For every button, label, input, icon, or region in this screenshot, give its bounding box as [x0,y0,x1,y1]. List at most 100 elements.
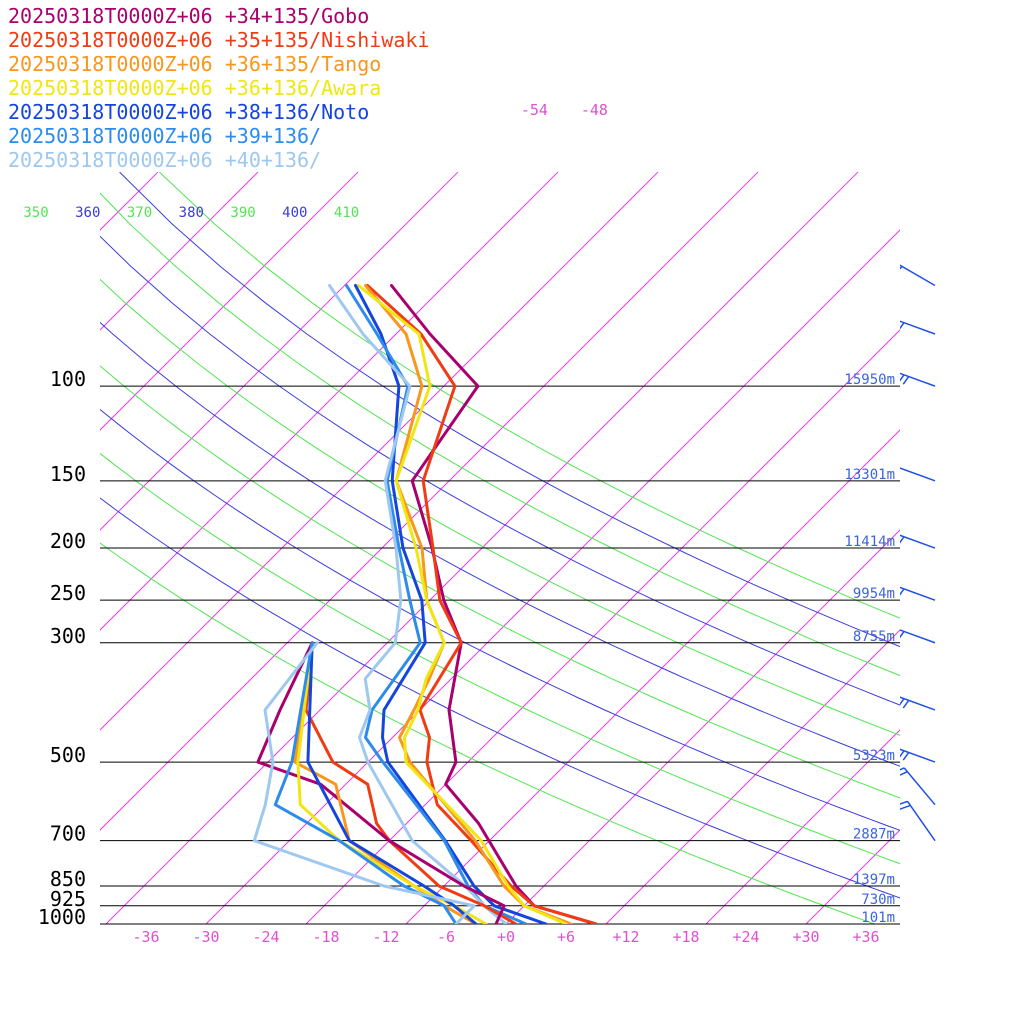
height-label: 1397m [853,872,895,888]
profile-line [357,284,568,924]
pressure-label: 700 [50,822,86,846]
temperature-tick-label: +36 [852,928,879,946]
barb-staff [903,767,936,806]
isotherm-line [906,172,1024,924]
theta-label: 350 [23,205,48,221]
series-lines [252,284,598,924]
barb-pennant [900,265,901,266]
wind-barb [900,586,936,601]
barb-staff [900,534,936,549]
barb-half-flag [902,376,910,385]
pressure-label: 100 [50,367,86,391]
barb-flag [900,631,905,639]
barb-flag [884,695,895,710]
barb-flag [900,771,908,776]
barb-staff [900,372,936,387]
wind-barb [879,694,936,711]
wind-barb [900,748,936,763]
theta-label: 410 [334,205,359,221]
pressure-label: 250 [50,581,86,605]
barb-flag [884,319,895,334]
legend-background [6,54,514,76]
barb-flag [900,698,905,706]
barb-flag [900,750,905,758]
profile-line [304,641,518,924]
height-label: 13301m [844,467,895,483]
isotherm-line [705,729,900,924]
temperature-tick-label: +18 [672,928,699,946]
barb-flag [900,536,905,544]
legend-background [6,102,514,124]
pressure-label: 925 [50,887,86,911]
temperature-tick-label: +12 [612,928,639,946]
theta-label: 370 [127,205,152,221]
height-label: 2887m [853,827,895,843]
temperature-tick-label: -30 [192,928,219,946]
theta-label: 390 [230,205,255,221]
barb-staff [906,800,936,842]
wind-barb [900,800,936,842]
profile-line [390,284,598,924]
barb-staff [900,467,936,482]
axis-labels: 100 15950m 150 13301m 200 11414m 250 9954m 300 87… [23,101,895,946]
temperature-tick-label: -12 [372,928,399,946]
barb-flag [900,322,905,330]
temperature-tick-label: +0 [497,928,515,946]
pressure-label: 150 [50,462,86,486]
wind-barb [900,534,936,549]
legend-entry: 20250318T0000Z+06 +36+135/Tango [8,52,381,76]
wind-barb [879,318,936,335]
barb-half-flag [900,265,903,270]
theta-label: 380 [179,205,204,221]
barb-staff [900,320,936,335]
legend-entry: 20250318T0000Z+06 +38+136/Noto [8,100,369,124]
barb-flag [900,800,908,805]
barb-flag [879,694,890,709]
temperature-tick-label: -6 [437,928,455,946]
legend-entry: 20250318T0000Z+06 +40+136/ [8,148,321,172]
temperature-tick-label: +6 [557,928,575,946]
pressure-label: 1000 [38,905,86,929]
profile-line [273,641,458,924]
isotherm-line [100,171,359,431]
height-label: 8755m [853,629,895,645]
legend-entry: 20250318T0000Z+06 +36+136/Awara [8,76,381,100]
wind-barb [900,629,936,644]
legend-entry: 20250318T0000Z+06 +35+135/Nishiwaki [8,28,429,52]
theta-label: 360 [75,205,100,221]
pressure-label: 300 [50,624,86,648]
barb-staff [900,748,936,763]
barb-flag [900,374,905,382]
temperature-tick-label: -24 [252,928,279,946]
height-label: 5323m [853,748,895,764]
profile-line [306,641,478,924]
pressure-label: 500 [50,743,86,767]
legend-entry: 20250318T0000Z+06 +34+135/Gobo [8,4,369,28]
temperature-tick-label: +30 [792,928,819,946]
barb-flag [900,767,905,771]
wind-barb [900,372,936,387]
temperature-tick-label: -36 [132,928,159,946]
legend-background [6,78,514,100]
barb-half-flag [902,752,910,761]
legend-background [6,30,514,52]
isotherm-line [100,171,259,331]
barb-flag [879,318,890,333]
legend-entry: 20250318T0000Z+06 +39+136/ [8,124,321,148]
profile-line [328,284,508,924]
height-label: 101m [861,910,895,926]
height-label: 730m [861,892,895,908]
barb-half-flag [900,588,905,596]
barb-flag [900,804,911,810]
profile-line [354,284,548,924]
height-label: 15950m [844,372,895,388]
legend-background [6,150,514,172]
height-label: 9954m [853,586,895,602]
isobars [100,385,900,925]
wind-barb [900,467,936,482]
wind-barbs [879,264,936,842]
height-label: 11414m [844,534,895,550]
legend: 20250318T0000Z+06 +34+135/Gobo20250318T0… [6,4,514,172]
wind-barb [900,767,936,806]
